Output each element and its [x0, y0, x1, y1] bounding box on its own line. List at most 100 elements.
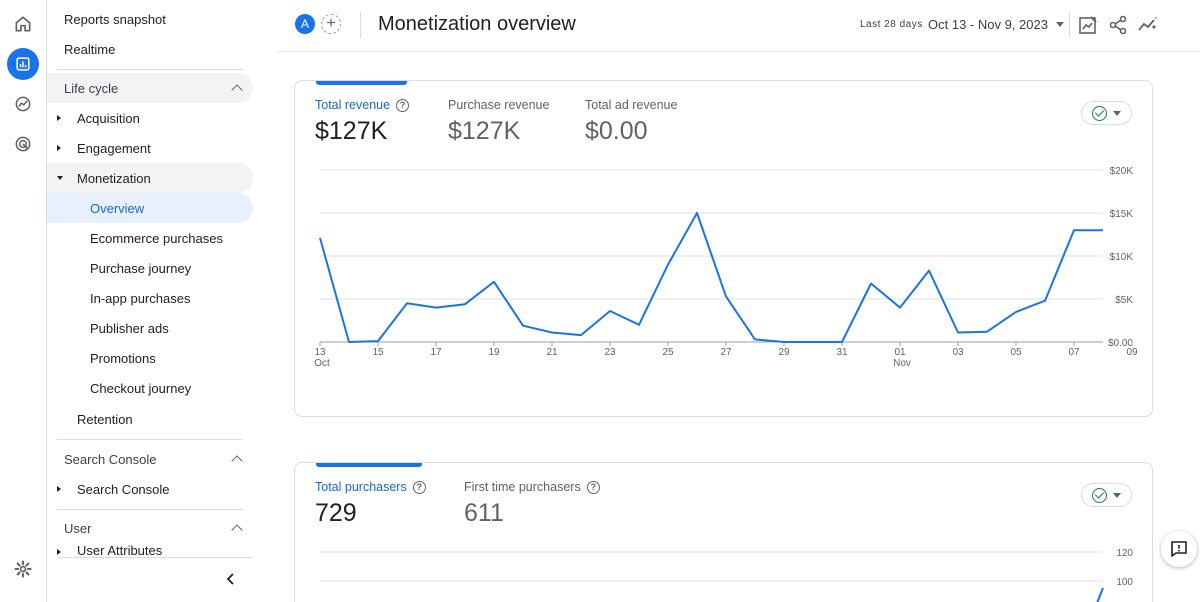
- metric-label: First time purchasers: [464, 480, 581, 494]
- nav-sub-ecommerce-purchases[interactable]: Ecommerce purchases: [90, 230, 223, 246]
- expand-arrow-icon: [57, 145, 61, 151]
- nav-divider: [57, 509, 243, 510]
- x-tick-label: 25: [662, 347, 674, 358]
- metric-value: 611: [464, 499, 504, 527]
- help-icon[interactable]: ?: [586, 480, 600, 494]
- home-icon[interactable]: [7, 8, 39, 40]
- metric-value: $0.00: [585, 117, 648, 145]
- nav-realtime[interactable]: Realtime: [64, 41, 116, 57]
- x-tick-label: 05: [1010, 347, 1022, 358]
- nav-user-attributes[interactable]: User Attributes: [47, 543, 162, 561]
- x-tick-label: 21: [546, 347, 558, 358]
- metric-purchase-revenue[interactable]: Purchase revenue $127K: [448, 98, 549, 146]
- comparison-toggle-button[interactable]: [1081, 101, 1132, 125]
- x-tick-month-label: Oct: [314, 358, 330, 369]
- collapse-nav-chevron-left-icon[interactable]: [223, 571, 239, 587]
- x-tick-label: 07: [1068, 347, 1080, 358]
- expand-arrow-icon: [57, 115, 61, 121]
- date-range-label: Last 28 days: [860, 19, 923, 30]
- active-metric-tab-indicator: [316, 81, 407, 85]
- nav-sub-checkout-journey[interactable]: Checkout journey: [90, 380, 192, 396]
- dropdown-caret-icon: [1055, 22, 1064, 27]
- metric-label-row: Purchase revenue: [448, 98, 549, 112]
- purchasers-line-chart: 100 120: [320, 548, 1133, 602]
- insights-icon[interactable]: [1137, 14, 1159, 36]
- nav-section-lifecycle[interactable]: Life cycle: [47, 73, 253, 103]
- customize-report-icon[interactable]: [1077, 14, 1099, 36]
- expand-arrow-icon: [57, 486, 61, 492]
- feedback-button[interactable]: [1161, 531, 1197, 567]
- nav-acquisition[interactable]: Acquisition: [47, 103, 140, 133]
- nav-section-user[interactable]: User: [47, 513, 253, 543]
- nav-label: User Attributes: [77, 543, 163, 558]
- x-tick-label: 09: [1126, 347, 1138, 358]
- metric-total-purchasers[interactable]: Total purchasers ? 729: [315, 480, 426, 528]
- comparison-avatar[interactable]: A: [295, 14, 315, 34]
- chevron-up-icon: [231, 455, 243, 467]
- series-line-total-revenue: [319, 212, 1103, 343]
- x-tick-label: 13: [314, 347, 326, 358]
- nav-sub-promotions[interactable]: Promotions: [90, 350, 156, 366]
- header-divider: [1069, 12, 1070, 38]
- nav-reports-snapshot[interactable]: Reports snapshot: [64, 11, 166, 27]
- y-tick-label: $0.00: [1108, 338, 1133, 349]
- help-icon[interactable]: ?: [396, 98, 410, 112]
- nav-sub-in-app-purchases[interactable]: In-app purchases: [90, 290, 191, 306]
- settings-gear-icon[interactable]: [7, 553, 39, 585]
- metric-value: $127K: [315, 117, 388, 145]
- date-range-value: Oct 13 - Nov 9, 2023: [928, 17, 1048, 32]
- nav-sub-overview[interactable]: Overview: [47, 193, 253, 223]
- active-metric-tab-indicator: [316, 463, 422, 467]
- metric-label: Total ad revenue: [585, 98, 678, 112]
- help-icon[interactable]: ?: [412, 480, 426, 494]
- reports-nav: Reports snapshot Realtime Life cycle Acq…: [47, 0, 277, 602]
- x-tick-label: 23: [604, 347, 616, 358]
- header-divider: [360, 12, 361, 38]
- advertising-icon[interactable]: [7, 128, 39, 160]
- nav-section-search-console[interactable]: Search Console: [47, 444, 253, 474]
- nav-footer: [57, 557, 253, 602]
- y-tick-label: $10K: [1110, 252, 1134, 263]
- metric-total-revenue[interactable]: Total revenue ? $127K: [315, 98, 410, 146]
- nav-sub-publisher-ads[interactable]: Publisher ads: [90, 320, 169, 336]
- nav-label: Monetization: [77, 170, 151, 186]
- metric-value: $127K: [448, 117, 521, 145]
- nav-search-console[interactable]: Search Console: [47, 474, 170, 504]
- y-tick-label: 120: [1116, 548, 1133, 559]
- metric-label-row: Total purchasers ?: [315, 480, 426, 494]
- nav-engagement[interactable]: Engagement: [47, 133, 151, 163]
- x-tick-label: 01: [894, 347, 906, 358]
- share-icon[interactable]: [1107, 14, 1129, 36]
- x-tick-label: 17: [430, 347, 442, 358]
- metric-label-row: First time purchasers ?: [464, 480, 600, 494]
- metric-label: Purchase revenue: [448, 98, 550, 112]
- metric-first-time-purchasers[interactable]: First time purchasers ? 611: [464, 480, 600, 528]
- page-header: A + Monetization overview Last 28 days O…: [277, 0, 1200, 52]
- metric-total-ad-revenue[interactable]: Total ad revenue $0.00: [585, 98, 677, 146]
- comparison-toggle-button[interactable]: [1081, 483, 1132, 507]
- left-rail: [0, 0, 47, 602]
- explore-icon[interactable]: [7, 88, 39, 120]
- nav-section-label: Search Console: [64, 451, 157, 467]
- metric-value: 729: [315, 499, 357, 527]
- reports-icon[interactable]: [7, 48, 39, 80]
- revenue-card: Total revenue ? $127K Purchase revenue $…: [294, 80, 1153, 417]
- purchasers-card: Total purchasers ? 729 First time purcha…: [294, 462, 1153, 602]
- nav-monetization[interactable]: Monetization: [47, 163, 253, 193]
- metric-label-row: Total revenue ?: [315, 98, 410, 112]
- metric-label: Total purchasers: [315, 480, 407, 494]
- page-title: Monetization overview: [378, 13, 576, 35]
- nav-sub-purchase-journey[interactable]: Purchase journey: [90, 260, 192, 276]
- series-line-total-purchasers: [1096, 587, 1104, 602]
- nav-divider: [57, 439, 243, 440]
- nav-label: Acquisition: [77, 110, 140, 126]
- nav-section-label: User: [64, 520, 92, 536]
- y-tick-label: $5K: [1115, 295, 1133, 306]
- x-tick-label: 29: [778, 347, 790, 358]
- x-tick-label: 03: [952, 347, 964, 358]
- add-comparison-plus-icon[interactable]: +: [321, 14, 341, 34]
- nav-retention[interactable]: Retention: [77, 411, 133, 427]
- x-tick-month-label: Nov: [893, 358, 911, 369]
- date-range-picker[interactable]: Oct 13 - Nov 9, 2023: [928, 17, 1064, 32]
